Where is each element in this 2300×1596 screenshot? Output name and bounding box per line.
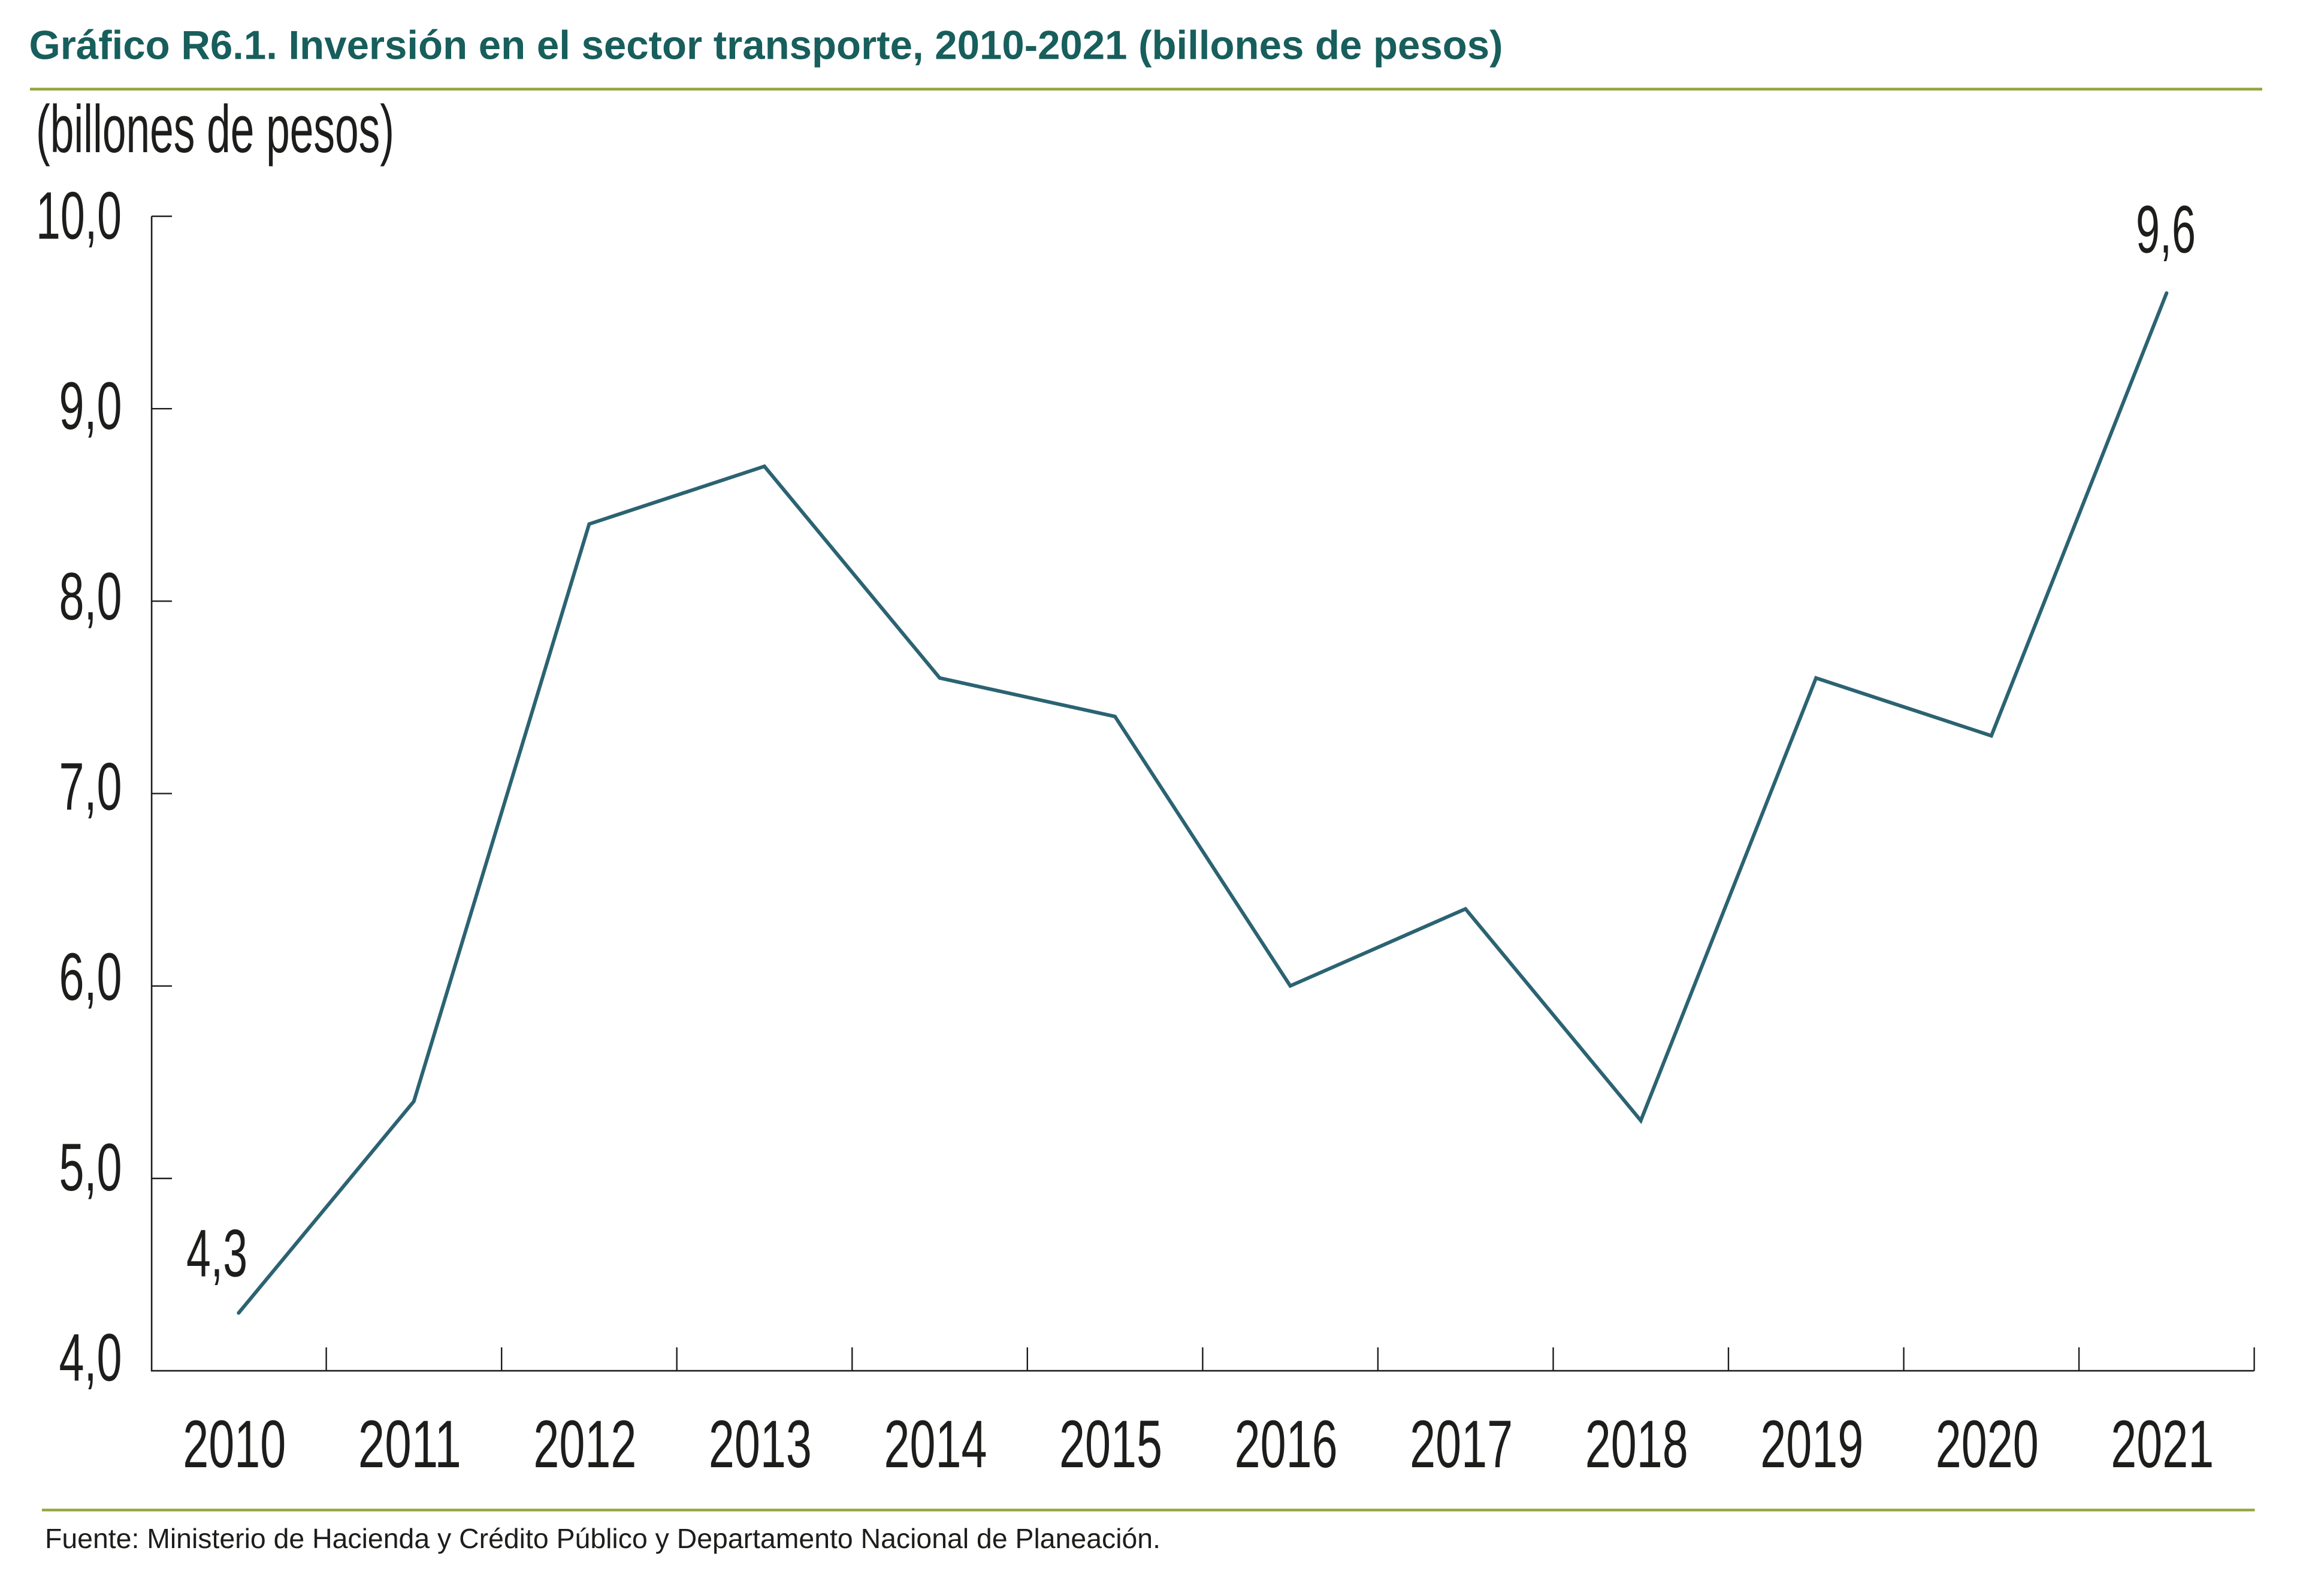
svg-text:2019: 2019 [1760, 1407, 1863, 1482]
svg-text:8,0: 8,0 [59, 559, 122, 634]
svg-text:2010: 2010 [183, 1407, 286, 1482]
svg-text:4,3: 4,3 [186, 1216, 247, 1291]
svg-text:2021: 2021 [2111, 1407, 2214, 1482]
svg-text:2013: 2013 [709, 1407, 812, 1482]
svg-text:Gráfico R6.1. Inversión en el: Gráfico R6.1. Inversión en el sector tra… [29, 23, 1503, 68]
svg-text:9,0: 9,0 [59, 368, 122, 443]
svg-text:4,0: 4,0 [59, 1320, 122, 1395]
svg-text:2014: 2014 [884, 1407, 987, 1482]
svg-text:10,0: 10,0 [36, 178, 122, 253]
svg-text:9,6: 9,6 [2136, 192, 2196, 267]
svg-text:6,0: 6,0 [59, 939, 122, 1014]
svg-text:2018: 2018 [1585, 1407, 1688, 1482]
svg-text:5,0: 5,0 [59, 1130, 122, 1205]
svg-text:2011: 2011 [358, 1407, 461, 1482]
svg-text:(billones de pesos): (billones de pesos) [36, 92, 394, 167]
svg-text:2015: 2015 [1059, 1407, 1162, 1482]
svg-text:Fuente: Ministerio de Hacienda: Fuente: Ministerio de Hacienda y Crédito… [45, 1523, 1160, 1554]
svg-text:2012: 2012 [533, 1407, 636, 1482]
svg-text:2017: 2017 [1410, 1407, 1513, 1482]
svg-text:2020: 2020 [1936, 1407, 2039, 1482]
svg-text:2016: 2016 [1235, 1407, 1338, 1482]
svg-text:7,0: 7,0 [59, 749, 122, 824]
